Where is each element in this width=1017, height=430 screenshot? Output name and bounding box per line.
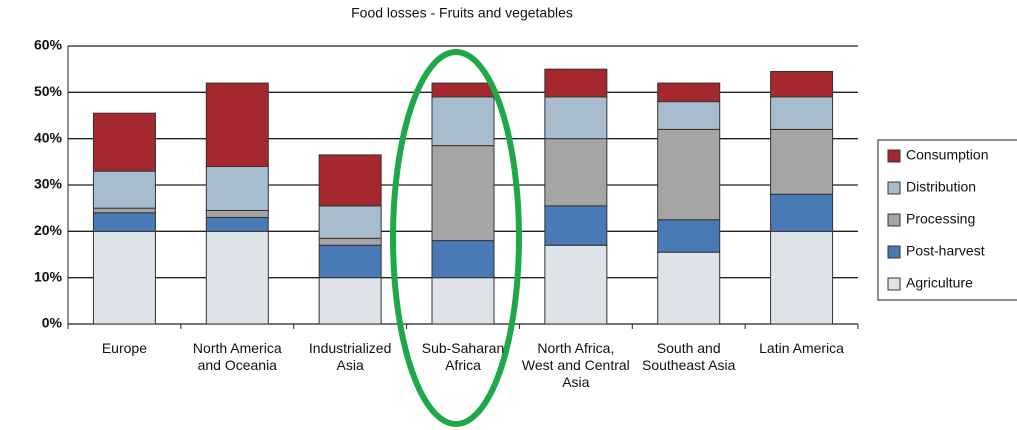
legend-label: Processing: [906, 211, 975, 227]
x-tick-label: Industrialized Asia: [308, 340, 392, 373]
bar-segment: [92, 230, 156, 325]
x-tick-label: South and Southeast Asia: [642, 340, 736, 373]
bar-segment: [770, 230, 834, 325]
legend: Agriculture Post-harvest Processing Distrib…: [877, 139, 1017, 301]
bar-segment: [205, 82, 269, 167]
bar-segment: [544, 138, 608, 207]
bar-segment: [205, 209, 269, 218]
y-tick-label: 10%: [34, 268, 63, 284]
legend-swatch: [887, 245, 901, 259]
bar-segment: [431, 277, 495, 325]
bar-segment: [770, 128, 834, 195]
x-tick-label: North Africa, West and Central Asia: [521, 340, 630, 390]
legend-box: [877, 139, 1017, 301]
x-tick-label: Sub-Saharan Africa: [421, 340, 505, 373]
bar-segment: [92, 112, 156, 172]
y-tick-label: 60%: [34, 37, 63, 53]
chart-title: Food losses - Fruits and vegetables: [351, 5, 573, 21]
bar-segment: [544, 96, 608, 140]
bar-segment: [318, 205, 382, 239]
bar-segment: [92, 207, 156, 214]
bar-segment: [92, 170, 156, 209]
bar-segment: [657, 251, 721, 325]
y-tick-label: 0%: [42, 315, 63, 331]
x-tick-label: Europe: [101, 340, 147, 356]
bar-segment: [431, 82, 495, 98]
legend-label: Agriculture: [906, 275, 973, 291]
bar-segment: [318, 244, 382, 279]
legend-swatch: [887, 149, 901, 163]
bar-segment: [544, 68, 608, 98]
x-tick-label: Latin America: [759, 340, 844, 356]
bar-segment: [318, 277, 382, 325]
bar-segment: [770, 96, 834, 130]
legend-label: Consumption: [906, 147, 989, 163]
bar-segment: [770, 70, 834, 98]
legend-label: Distribution: [906, 179, 976, 195]
bar-segment: [205, 230, 269, 325]
legend-label: Post-harvest: [906, 243, 985, 259]
bar-segment: [657, 101, 721, 130]
bar-segment: [318, 154, 382, 207]
y-tick-label: 30%: [34, 176, 63, 192]
bar-segment: [770, 193, 834, 232]
bar-segment: [657, 82, 721, 103]
legend-swatch: [887, 213, 901, 227]
bar-segment: [431, 96, 495, 147]
bar-segment: [205, 216, 269, 232]
bar-segment: [544, 205, 608, 246]
bar-segment: [205, 165, 269, 211]
bar-segment: [318, 237, 382, 246]
bar-segment: [657, 219, 721, 253]
y-tick-label: 20%: [34, 222, 63, 238]
legend-swatch: [887, 181, 901, 195]
bar-segment: [431, 145, 495, 242]
legend-swatch: [887, 277, 901, 291]
highlight-ellipse: [390, 49, 522, 427]
bar-segment: [92, 212, 156, 232]
bar-segment: [431, 240, 495, 279]
bar-segment: [657, 128, 721, 221]
y-tick-label: 40%: [34, 129, 63, 145]
y-tick-label: 50%: [34, 83, 63, 99]
x-tick-label: North America and Oceania: [192, 340, 282, 373]
bar-segment: [544, 244, 608, 325]
